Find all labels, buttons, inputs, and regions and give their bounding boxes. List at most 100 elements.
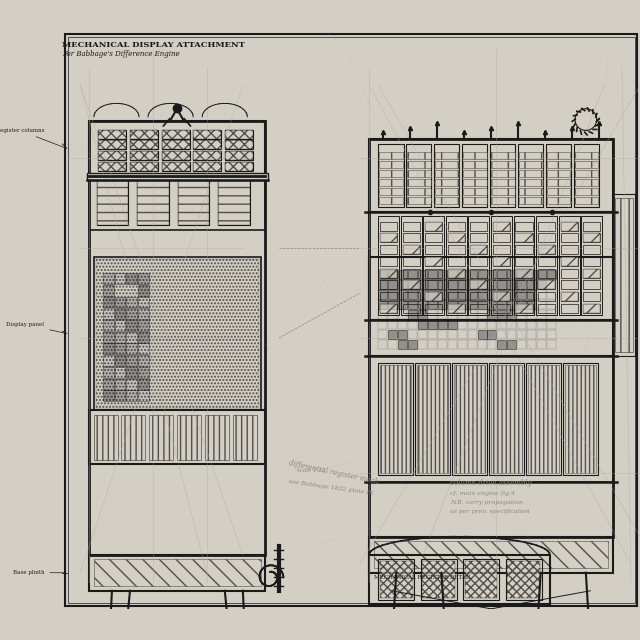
Bar: [425, 280, 442, 289]
Bar: [613, 194, 636, 356]
Bar: [575, 197, 598, 204]
Bar: [435, 197, 459, 204]
Bar: [537, 270, 546, 280]
Bar: [547, 330, 556, 339]
Bar: [398, 340, 407, 349]
Text: N.B. carry propagation: N.B. carry propagation: [451, 500, 524, 505]
Bar: [379, 197, 403, 204]
Bar: [94, 559, 261, 586]
Bar: [418, 280, 427, 289]
Bar: [493, 221, 510, 230]
Bar: [448, 280, 465, 289]
Bar: [448, 234, 465, 243]
Bar: [519, 188, 543, 195]
Bar: [561, 257, 578, 266]
Bar: [458, 340, 467, 349]
Text: column drive assembly: column drive assembly: [451, 479, 532, 487]
Bar: [380, 221, 397, 230]
Bar: [99, 162, 126, 171]
Bar: [527, 320, 536, 329]
Bar: [493, 245, 510, 254]
Bar: [193, 151, 221, 160]
Bar: [218, 180, 250, 225]
Bar: [538, 245, 555, 254]
Bar: [448, 340, 457, 349]
Bar: [519, 179, 543, 186]
Bar: [130, 140, 158, 149]
Bar: [493, 292, 510, 301]
Bar: [515, 257, 532, 266]
Bar: [126, 344, 137, 355]
Bar: [470, 304, 488, 313]
Bar: [130, 129, 158, 139]
Bar: [547, 188, 570, 195]
Bar: [420, 559, 457, 600]
Text: MECHANICAL DISPLAY ATTACHMENT: MECHANICAL DISPLAY ATTACHMENT: [62, 41, 245, 49]
Bar: [99, 151, 126, 160]
Bar: [493, 292, 510, 301]
Bar: [508, 280, 516, 289]
Bar: [470, 280, 488, 289]
Bar: [561, 280, 578, 289]
Bar: [497, 300, 506, 309]
Bar: [428, 340, 437, 349]
Bar: [380, 234, 397, 243]
Bar: [527, 310, 536, 319]
Bar: [138, 379, 149, 390]
Bar: [126, 379, 137, 390]
Bar: [519, 197, 543, 204]
Bar: [418, 320, 427, 329]
Bar: [115, 332, 125, 342]
Bar: [380, 561, 413, 598]
Bar: [491, 152, 515, 159]
Bar: [418, 340, 427, 349]
Bar: [493, 257, 510, 266]
Bar: [519, 161, 543, 168]
Bar: [90, 175, 266, 230]
Bar: [388, 310, 397, 319]
Bar: [161, 140, 189, 149]
Bar: [378, 330, 387, 339]
Bar: [493, 257, 510, 266]
Bar: [470, 245, 488, 254]
Bar: [470, 234, 488, 243]
Bar: [488, 300, 497, 309]
Bar: [463, 179, 486, 186]
Bar: [369, 555, 550, 604]
Bar: [403, 292, 420, 301]
Bar: [470, 245, 488, 254]
Bar: [137, 180, 169, 225]
Bar: [225, 129, 253, 139]
Bar: [547, 310, 556, 319]
Bar: [448, 270, 457, 280]
Bar: [425, 257, 442, 266]
Bar: [138, 273, 149, 284]
Bar: [408, 300, 417, 309]
Bar: [468, 300, 477, 309]
Bar: [378, 144, 403, 207]
Bar: [126, 273, 137, 284]
Bar: [547, 280, 556, 289]
Bar: [97, 180, 128, 225]
Bar: [138, 390, 149, 401]
Bar: [379, 170, 403, 177]
Bar: [477, 290, 486, 300]
Bar: [115, 308, 125, 319]
Bar: [193, 162, 221, 171]
Bar: [438, 330, 447, 339]
Bar: [491, 161, 515, 168]
Bar: [408, 270, 417, 280]
Bar: [508, 561, 540, 598]
Bar: [575, 188, 598, 195]
Bar: [491, 188, 515, 195]
Bar: [537, 320, 546, 329]
Bar: [537, 340, 546, 349]
Bar: [103, 320, 114, 331]
Bar: [193, 129, 221, 139]
Bar: [458, 290, 467, 300]
Bar: [428, 330, 437, 339]
Bar: [488, 270, 497, 280]
Bar: [446, 216, 467, 316]
Bar: [435, 170, 459, 177]
Bar: [398, 280, 407, 289]
